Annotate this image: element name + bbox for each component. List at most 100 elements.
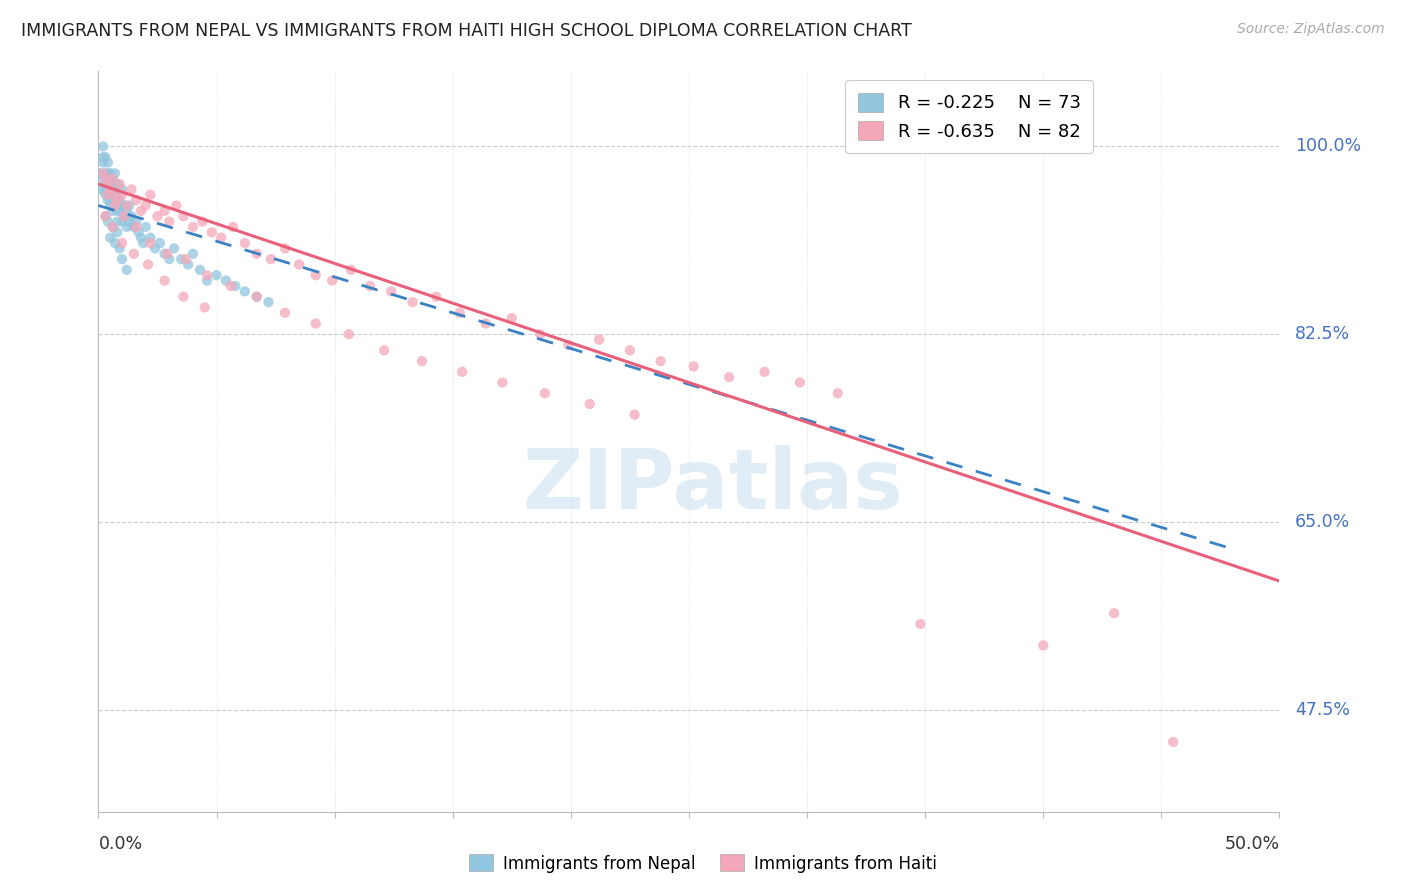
Point: [274, 306, 297, 320]
Legend: Immigrants from Nepal, Immigrants from Haiti: Immigrants from Nepal, Immigrants from H…: [463, 847, 943, 880]
Point: [181, 219, 204, 234]
Point: [129, 230, 152, 244]
Point: [246, 290, 269, 304]
Point: [97, 166, 120, 180]
Point: [98, 198, 121, 212]
Point: [340, 263, 363, 277]
Point: [157, 214, 180, 228]
Text: 0.0%: 0.0%: [98, 835, 142, 854]
Point: [588, 333, 610, 347]
Point: [201, 225, 224, 239]
Point: [112, 209, 135, 223]
Point: [136, 258, 159, 272]
Point: [90, 166, 112, 180]
Point: [121, 209, 143, 223]
Text: 82.5%: 82.5%: [1295, 326, 1350, 343]
Point: [194, 301, 217, 315]
Point: [401, 295, 423, 310]
Point: [111, 214, 134, 228]
Point: [112, 198, 135, 212]
Point: [125, 193, 148, 207]
Point: [373, 343, 395, 358]
Point: [111, 235, 134, 250]
Point: [789, 376, 811, 390]
Point: [135, 219, 157, 234]
Point: [91, 166, 114, 180]
Point: [425, 290, 447, 304]
Point: [209, 230, 232, 244]
Point: [122, 246, 145, 260]
Point: [557, 338, 579, 352]
Point: [139, 187, 162, 202]
Point: [233, 285, 256, 299]
Point: [97, 155, 120, 169]
Point: [1161, 735, 1184, 749]
Point: [529, 327, 551, 342]
Point: [91, 171, 114, 186]
Point: [97, 182, 120, 196]
Point: [121, 182, 143, 196]
Point: [118, 214, 141, 228]
Point: [104, 198, 127, 212]
Text: 50.0%: 50.0%: [1225, 835, 1279, 854]
Point: [105, 187, 128, 202]
Point: [108, 203, 131, 218]
Point: [94, 209, 117, 223]
Point: [129, 203, 152, 218]
Point: [98, 182, 121, 196]
Point: [491, 376, 513, 390]
Point: [111, 198, 134, 212]
Point: [305, 317, 328, 331]
Point: [827, 386, 849, 401]
Point: [205, 268, 228, 283]
Point: [501, 311, 523, 326]
Point: [188, 263, 211, 277]
Point: [623, 408, 645, 422]
Point: [108, 241, 131, 255]
Point: [98, 193, 121, 207]
Point: [215, 274, 238, 288]
Point: [321, 274, 343, 288]
Point: [111, 187, 134, 202]
Point: [104, 235, 127, 250]
Point: [115, 198, 138, 212]
Point: [105, 177, 128, 191]
Point: [233, 235, 256, 250]
Point: [449, 306, 471, 320]
Point: [105, 225, 128, 239]
Point: [451, 365, 474, 379]
Point: [101, 219, 124, 234]
Point: [94, 187, 117, 202]
Point: [246, 290, 269, 304]
Point: [122, 219, 145, 234]
Point: [260, 252, 283, 267]
Point: [578, 397, 600, 411]
Point: [139, 230, 162, 244]
Point: [98, 166, 121, 180]
Point: [165, 198, 187, 212]
Point: [172, 290, 194, 304]
Point: [195, 274, 218, 288]
Point: [104, 166, 127, 180]
Text: 65.0%: 65.0%: [1295, 513, 1350, 531]
Point: [156, 246, 179, 260]
Point: [149, 235, 172, 250]
Point: [91, 150, 114, 164]
Point: [94, 166, 117, 180]
Point: [111, 252, 134, 267]
Text: 100.0%: 100.0%: [1295, 137, 1361, 155]
Point: [135, 198, 157, 212]
Point: [105, 193, 128, 207]
Point: [650, 354, 672, 368]
Point: [475, 317, 498, 331]
Point: [191, 214, 214, 228]
Point: [146, 209, 169, 223]
Point: [337, 327, 360, 342]
Point: [101, 171, 124, 186]
Point: [108, 177, 131, 191]
Point: [718, 370, 741, 384]
Point: [910, 616, 932, 631]
Point: [359, 279, 381, 293]
Point: [97, 187, 120, 202]
Point: [98, 230, 121, 244]
